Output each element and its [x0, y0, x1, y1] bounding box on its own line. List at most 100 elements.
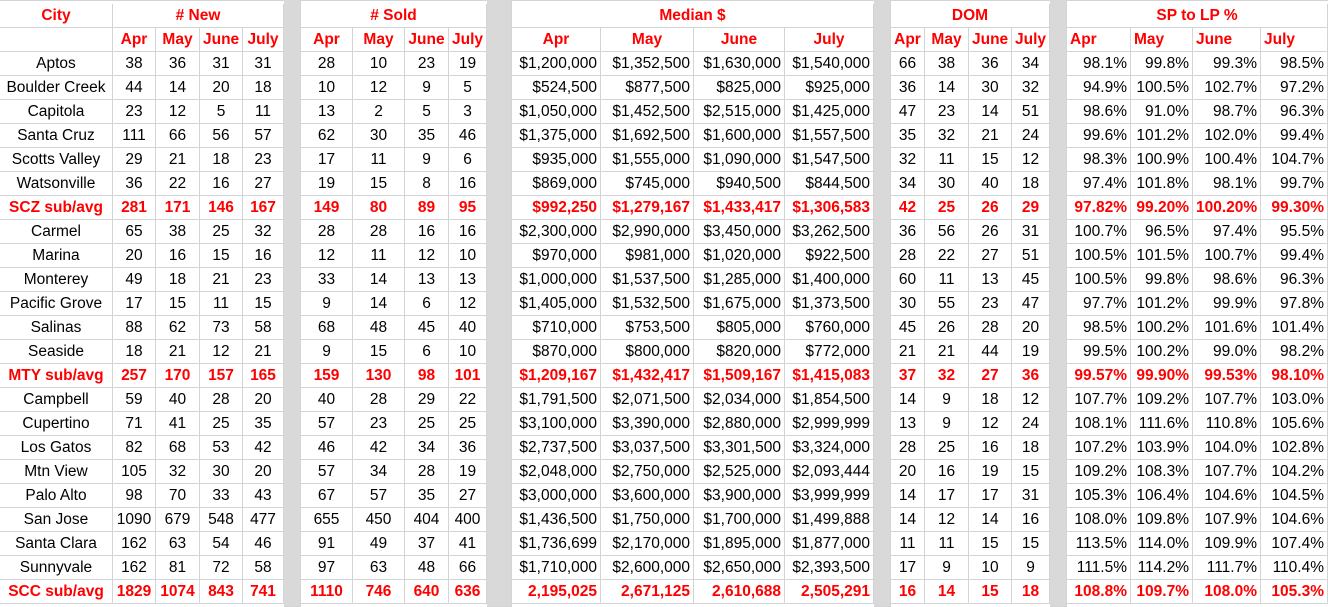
cell-median[interactable]: $1,020,000 [694, 244, 785, 268]
cell-sp_lp[interactable]: 96.3% [1261, 100, 1328, 124]
cell-dom[interactable]: 30 [925, 172, 969, 196]
cell-new[interactable]: 21 [156, 340, 200, 364]
cell-new[interactable]: 36 [113, 172, 156, 196]
cell-dom[interactable]: 42 [891, 196, 925, 220]
cell-median[interactable]: $1,433,417 [694, 196, 785, 220]
cell-median[interactable]: $981,000 [601, 244, 694, 268]
cell-dom[interactable]: 16 [1012, 508, 1050, 532]
cell-median[interactable]: $3,999,999 [785, 484, 874, 508]
cell-median[interactable]: 2,671,125 [601, 580, 694, 604]
cell-sp_lp[interactable]: 110.8% [1193, 412, 1261, 436]
cell-sp_lp[interactable]: 97.4% [1067, 172, 1131, 196]
cell-median[interactable]: $1,540,000 [785, 52, 874, 76]
city-name[interactable]: Carmel [0, 220, 113, 244]
cell-median[interactable]: $3,000,000 [512, 484, 601, 508]
cell-sold[interactable]: 11 [353, 244, 405, 268]
cell-sp_lp[interactable]: 109.7% [1131, 580, 1193, 604]
cell-dom[interactable]: 14 [969, 508, 1012, 532]
group-header-sold[interactable]: # Sold [301, 4, 487, 28]
cell-new[interactable]: 82 [113, 436, 156, 460]
cell-sp_lp[interactable]: 106.4% [1131, 484, 1193, 508]
cell-median[interactable]: $2,990,000 [601, 220, 694, 244]
cell-dom[interactable]: 15 [969, 580, 1012, 604]
cell-sold[interactable]: 49 [353, 532, 405, 556]
cell-sold[interactable]: 62 [301, 124, 353, 148]
cell-new[interactable]: 72 [200, 556, 243, 580]
cell-median[interactable]: $1,509,167 [694, 364, 785, 388]
cell-new[interactable]: 1829 [113, 580, 156, 604]
cell-median[interactable]: $1,000,000 [512, 268, 601, 292]
cell-median[interactable]: $1,499,888 [785, 508, 874, 532]
cell-sp_lp[interactable]: 100.20% [1193, 196, 1261, 220]
cell-sold[interactable]: 655 [301, 508, 353, 532]
cell-median[interactable]: $1,710,000 [512, 556, 601, 580]
month-header-dom-3[interactable]: July [1012, 28, 1050, 52]
cell-median[interactable]: $1,791,500 [512, 388, 601, 412]
cell-dom[interactable]: 60 [891, 268, 925, 292]
cell-new[interactable]: 23 [113, 100, 156, 124]
cell-sold[interactable]: 28 [301, 220, 353, 244]
cell-sold[interactable]: 15 [353, 172, 405, 196]
group-header-sp_lp[interactable]: SP to LP % [1067, 4, 1328, 28]
cell-sold[interactable]: 11 [353, 148, 405, 172]
cell-dom[interactable]: 20 [1012, 316, 1050, 340]
cell-dom[interactable]: 31 [1012, 220, 1050, 244]
month-header-dom-0[interactable]: Apr [891, 28, 925, 52]
cell-sp_lp[interactable]: 108.1% [1067, 412, 1131, 436]
cell-sp_lp[interactable]: 107.4% [1261, 532, 1328, 556]
cell-sold[interactable]: 14 [353, 292, 405, 316]
cell-new[interactable]: 66 [156, 124, 200, 148]
cell-new[interactable]: 38 [113, 52, 156, 76]
cell-median[interactable]: $2,880,000 [694, 412, 785, 436]
cell-dom[interactable]: 25 [925, 196, 969, 220]
cell-sold[interactable]: 63 [353, 556, 405, 580]
cell-sold[interactable]: 19 [301, 172, 353, 196]
cell-new[interactable]: 1090 [113, 508, 156, 532]
cell-sold[interactable]: 57 [301, 412, 353, 436]
cell-sp_lp[interactable]: 104.2% [1261, 460, 1328, 484]
cell-sold[interactable]: 68 [301, 316, 353, 340]
month-header-sold-0[interactable]: Apr [301, 28, 353, 52]
city-name[interactable]: Pacific Grove [0, 292, 113, 316]
cell-sold[interactable]: 67 [301, 484, 353, 508]
cell-median[interactable]: $2,170,000 [601, 532, 694, 556]
cell-dom[interactable]: 31 [1012, 484, 1050, 508]
cell-sp_lp[interactable]: 97.8% [1261, 292, 1328, 316]
cell-median[interactable]: $844,500 [785, 172, 874, 196]
cell-sold[interactable]: 66 [449, 556, 487, 580]
cell-sp_lp[interactable]: 102.0% [1193, 124, 1261, 148]
month-header-sp_lp-0[interactable]: Apr [1067, 28, 1131, 52]
cell-sp_lp[interactable]: 99.57% [1067, 364, 1131, 388]
cell-dom[interactable]: 10 [969, 556, 1012, 580]
group-header-dom[interactable]: DOM [891, 4, 1050, 28]
cell-new[interactable]: 59 [113, 388, 156, 412]
cell-sold[interactable]: 34 [405, 436, 449, 460]
cell-sold[interactable]: 35 [405, 124, 449, 148]
cell-dom[interactable]: 11 [925, 148, 969, 172]
month-header-dom-2[interactable]: June [969, 28, 1012, 52]
cell-dom[interactable]: 37 [891, 364, 925, 388]
cell-median[interactable]: $1,532,500 [601, 292, 694, 316]
cell-dom[interactable]: 51 [1012, 244, 1050, 268]
cell-sp_lp[interactable]: 114.0% [1131, 532, 1193, 556]
cell-new[interactable]: 18 [243, 76, 284, 100]
cell-dom[interactable]: 12 [925, 508, 969, 532]
cell-sold[interactable]: 25 [405, 412, 449, 436]
cell-sold[interactable]: 40 [449, 316, 487, 340]
cell-dom[interactable]: 15 [969, 148, 1012, 172]
cell-dom[interactable]: 17 [891, 556, 925, 580]
cell-dom[interactable]: 23 [969, 292, 1012, 316]
city-name[interactable]: Scotts Valley [0, 148, 113, 172]
cell-median[interactable]: $877,500 [601, 76, 694, 100]
city-name[interactable]: Seaside [0, 340, 113, 364]
cell-sold[interactable]: 95 [449, 196, 487, 220]
cell-median[interactable]: 2,505,291 [785, 580, 874, 604]
cell-dom[interactable]: 11 [891, 532, 925, 556]
cell-new[interactable]: 170 [156, 364, 200, 388]
month-header-new-3[interactable]: July [243, 28, 284, 52]
cell-median[interactable]: $1,415,083 [785, 364, 874, 388]
cell-median[interactable]: $1,600,000 [694, 124, 785, 148]
cell-sp_lp[interactable]: 99.4% [1261, 244, 1328, 268]
cell-dom[interactable]: 17 [925, 484, 969, 508]
cell-new[interactable]: 105 [113, 460, 156, 484]
